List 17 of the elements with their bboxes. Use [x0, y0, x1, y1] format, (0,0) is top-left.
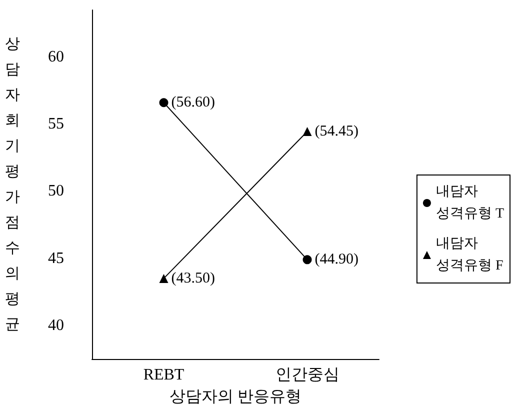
legend-label: 내담자 성격유형 T: [436, 184, 504, 222]
x-tick-label: REBT: [143, 366, 184, 384]
x-axis-title: 상담자의 반응유형: [170, 388, 302, 406]
legend-label: 내담자 성격유형 F: [436, 236, 504, 274]
data-label: (43.50): [171, 270, 215, 286]
y-tick-label: 50: [48, 182, 64, 200]
point: [159, 98, 168, 108]
point: [302, 255, 312, 264]
y-tick-label: 60: [48, 48, 64, 66]
y-tick-label: 45: [48, 250, 64, 267]
y-tick-label: 55: [48, 116, 64, 133]
x-tick-label: 인간중심: [275, 366, 340, 384]
data-label: (44.90): [314, 252, 358, 268]
text: 상담자회기평가점수의평균: [5, 36, 20, 333]
data-label: (54.45): [314, 123, 358, 140]
y-tick-label: 40: [48, 316, 64, 334]
data-label: (56.60): [171, 94, 215, 111]
